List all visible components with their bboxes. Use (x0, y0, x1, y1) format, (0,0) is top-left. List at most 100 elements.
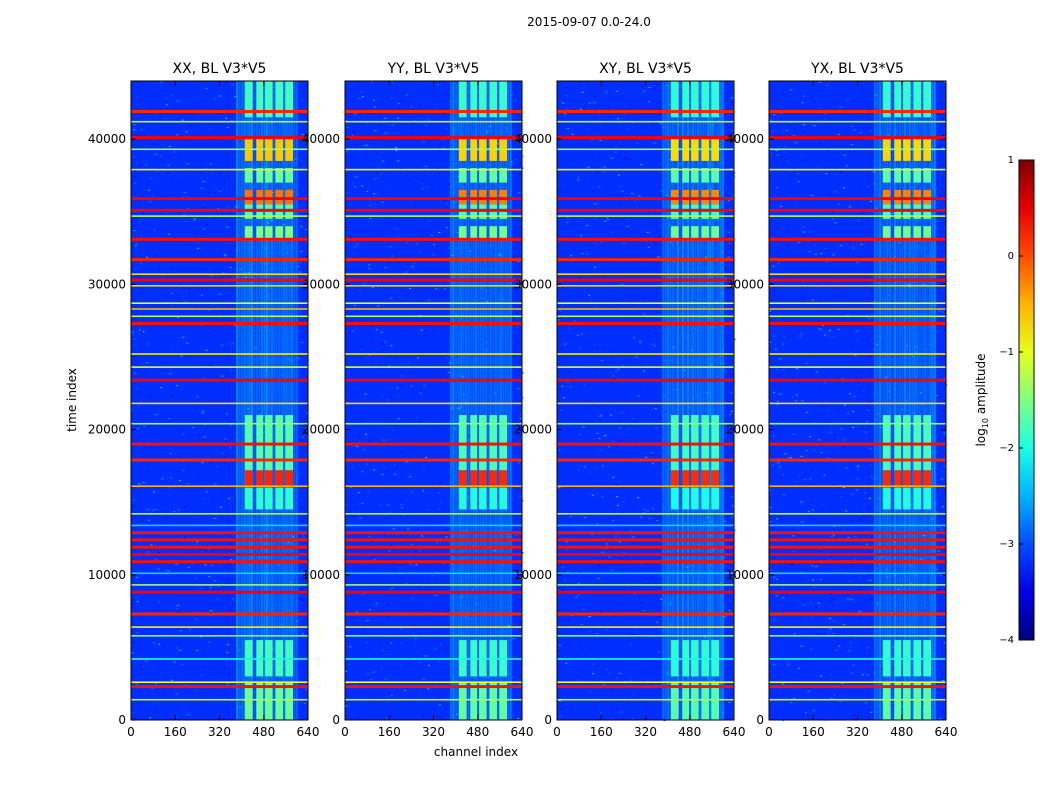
noise-cell (588, 294, 591, 296)
noise-cell (832, 704, 835, 706)
noise-cell (224, 183, 227, 185)
rfi-block (913, 470, 922, 488)
noise-cell (900, 408, 903, 410)
noise-cell (869, 707, 872, 709)
noise-cell (585, 128, 588, 130)
noise-cell (234, 103, 237, 105)
noise-cell (785, 472, 788, 474)
noise-cell (219, 95, 222, 97)
noise-cell (147, 509, 150, 511)
noise-cell (795, 394, 798, 396)
noise-cell (830, 698, 833, 700)
noise-cell (793, 130, 795, 132)
noise-cell (203, 205, 206, 207)
streak (916, 81, 919, 720)
noise-cell (566, 216, 569, 218)
noise-cell (680, 474, 682, 476)
noise-cell (814, 244, 817, 246)
noise-cell (771, 131, 774, 133)
noise-cell (703, 306, 705, 308)
noise-cell (619, 119, 622, 121)
noise-cell (679, 446, 682, 448)
noise-cell (369, 697, 372, 699)
rfi-block (285, 226, 293, 241)
noise-cell (442, 265, 445, 267)
noise-cell (147, 343, 150, 345)
noise-cell (937, 213, 940, 215)
flagged-line (769, 698, 946, 701)
noise-cell (467, 717, 470, 719)
noise-cell (776, 368, 779, 370)
rfi-block (923, 226, 931, 241)
flagged-lines (131, 110, 308, 701)
noise-cell (936, 221, 938, 222)
noise-cell (140, 217, 143, 219)
flagged-line (131, 485, 308, 487)
noise-cell (700, 661, 702, 663)
noise-cell (632, 536, 635, 538)
flagged-line (345, 302, 522, 304)
noise-cell (915, 346, 918, 348)
noise-cell (873, 672, 875, 674)
noise-cell (366, 642, 368, 643)
noise-cell (651, 577, 654, 579)
noise-cell (449, 93, 452, 95)
flagged-line (557, 237, 734, 241)
noise-cell (631, 718, 634, 720)
noise-cell (796, 407, 799, 409)
noise-cell (186, 220, 189, 222)
noise-cell (142, 331, 145, 332)
noise-cell (731, 101, 734, 103)
noise-cell (165, 570, 168, 572)
noise-cell (688, 345, 691, 347)
noise-cell (134, 372, 136, 374)
noise-cell (204, 341, 207, 343)
noise-cell (659, 516, 662, 518)
rfi-block (882, 682, 891, 720)
noise-cell (233, 246, 236, 248)
flagged-line (557, 422, 734, 425)
noise-cell (520, 167, 523, 169)
noise-cell (624, 680, 627, 682)
noise-cell (860, 243, 863, 245)
noise-cell (851, 143, 854, 145)
streak (268, 81, 271, 720)
rfi-block (691, 470, 699, 488)
rfi-block (458, 81, 467, 118)
noise-cell (521, 500, 524, 502)
noise-cell (923, 535, 926, 537)
noise-cell (782, 597, 785, 598)
streak (452, 81, 455, 720)
noise-cell (868, 140, 871, 142)
noise-cell (594, 438, 596, 440)
noise-cell (226, 683, 229, 685)
noise-cell (606, 217, 609, 218)
noise-cell (599, 350, 602, 352)
noise-cell (727, 697, 730, 699)
streak (450, 81, 453, 720)
noise-cell (142, 665, 145, 667)
streak (691, 81, 694, 720)
noise-cell (849, 138, 852, 140)
noise-cell (777, 262, 780, 264)
noise-cell (721, 432, 724, 434)
noise-cell (640, 149, 643, 151)
noise-cell (176, 134, 179, 136)
noise-cell (230, 344, 233, 346)
noise-cell (654, 345, 657, 347)
noise-cell (353, 253, 356, 254)
noise-cell (706, 123, 709, 125)
noise-cell (174, 293, 177, 295)
noise-cell (915, 351, 918, 353)
noise-cell (843, 502, 846, 504)
noise-cell (773, 384, 776, 386)
noise-cell (794, 142, 797, 144)
noise-cell (588, 631, 591, 632)
noise-cell (802, 604, 805, 606)
noise-cell (377, 164, 380, 166)
noise-cell (162, 372, 165, 374)
noise-cell (944, 208, 947, 210)
noise-cell (649, 108, 651, 109)
noise-cell (617, 481, 620, 483)
noise-cell (295, 305, 298, 307)
